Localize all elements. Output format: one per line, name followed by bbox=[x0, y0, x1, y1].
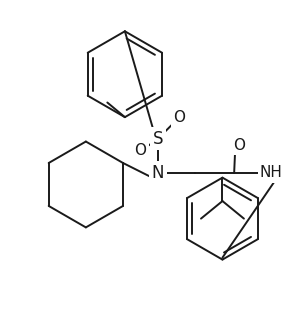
Text: NH: NH bbox=[260, 165, 283, 180]
Text: N: N bbox=[152, 164, 164, 182]
Text: O: O bbox=[233, 138, 245, 153]
Text: O: O bbox=[173, 110, 186, 125]
Text: O: O bbox=[134, 143, 147, 158]
Text: S: S bbox=[153, 130, 163, 148]
